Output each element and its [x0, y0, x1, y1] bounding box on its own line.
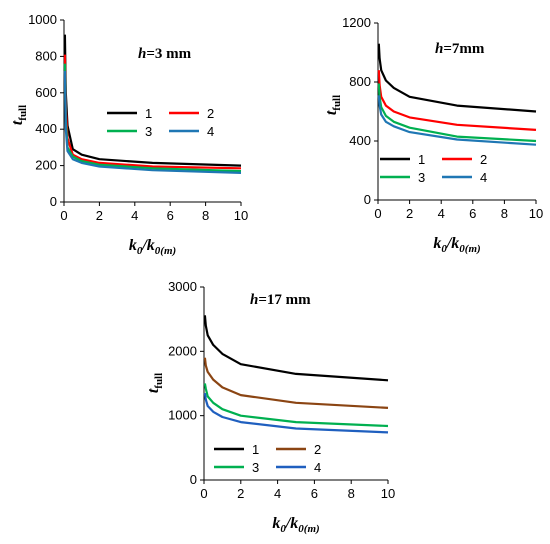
y-tick-label: 0: [364, 192, 371, 207]
y-tick-label: 400: [35, 121, 57, 136]
x-axis-label: k0/k0(m): [272, 515, 319, 535]
y-axis-label: tfull: [323, 95, 343, 115]
y-tick-label: 2000: [168, 343, 197, 358]
x-tick-label: 2: [237, 486, 244, 501]
chart-panel-3: 0 1000 2000 3000 0 2 4 6 8 10 k0/k0(m) tfull h=17 mm…: [145, 279, 395, 535]
x-tick-label: 4: [131, 208, 138, 223]
series-line-2: [377, 70, 537, 131]
y-tick-label: 0: [50, 194, 57, 209]
chart-title: h=3 mm: [138, 46, 192, 62]
y-axis-label: tfull: [145, 373, 165, 393]
y-axis-label: tfull: [9, 105, 29, 125]
y-tick-label: 800: [349, 74, 371, 89]
x-tick-label: 2: [406, 206, 413, 221]
y-tick-label: 200: [35, 158, 57, 173]
x-tick-label: 4: [438, 206, 445, 221]
legend-label: 2: [480, 152, 487, 167]
x-tick-label: 2: [96, 208, 103, 223]
series-line-2: [203, 357, 389, 409]
series-line-1: [377, 43, 537, 113]
series-line-3: [203, 383, 389, 428]
y-tick-label: 1000: [168, 408, 197, 423]
y-tick-label: 1000: [28, 12, 57, 27]
x-tick-label: 6: [167, 208, 174, 223]
y-tick-label: 0: [190, 472, 197, 487]
x-tick-label: 10: [234, 208, 248, 223]
x-tick-label: 0: [60, 208, 67, 223]
y-tick-label: 1200: [342, 15, 371, 30]
x-tick-label: 6: [311, 486, 318, 501]
y-tick-label: 3000: [168, 279, 197, 294]
chart-panel-2: 0 400 800 1200 0 2 4 6 8 10 k0/k0(m) tfull h=7mm 1 2 3 4: [323, 15, 543, 255]
y-tick-label: 800: [35, 48, 57, 63]
x-tick-label: 8: [501, 206, 508, 221]
x-tick-label: 4: [274, 486, 281, 501]
series-line-4: [63, 70, 242, 174]
legend-label: 4: [207, 124, 214, 139]
legend-label: 3: [252, 460, 259, 475]
x-tick-label: 6: [469, 206, 476, 221]
y-tick-label: 400: [349, 133, 371, 148]
chart-title: h=7mm: [435, 41, 485, 57]
series-line-4: [203, 392, 389, 434]
x-axis-label: k0/k0(m): [129, 237, 176, 257]
y-tick-label: 600: [35, 85, 57, 100]
legend-label: 4: [480, 170, 487, 185]
series-line-1: [203, 315, 389, 382]
legend-label: 3: [145, 124, 152, 139]
legend-label: 1: [145, 106, 152, 121]
legend-label: 4: [314, 460, 321, 475]
chart-title: h=17 mm: [250, 292, 311, 308]
x-tick-label: 10: [381, 486, 395, 501]
x-tick-label: 0: [200, 486, 207, 501]
legend-label: 2: [207, 106, 214, 121]
legend-label: 2: [314, 442, 321, 457]
series-line-3: [63, 63, 242, 173]
x-axis-label: k0/k0(m): [433, 235, 480, 255]
legend-label: 1: [418, 152, 425, 167]
series-line-4: [377, 95, 537, 146]
x-tick-label: 0: [374, 206, 381, 221]
x-tick-label: 8: [348, 486, 355, 501]
legend-label: 1: [252, 442, 259, 457]
x-tick-label: 8: [202, 208, 209, 223]
chart-panel-1: 0 200 400 600 800 1000 0 2 4 6 8 10 k0/k0(m) tfull h=3…: [9, 12, 248, 257]
legend-label: 3: [418, 170, 425, 185]
series-line-2: [63, 54, 242, 170]
x-tick-label: 10: [529, 206, 543, 221]
